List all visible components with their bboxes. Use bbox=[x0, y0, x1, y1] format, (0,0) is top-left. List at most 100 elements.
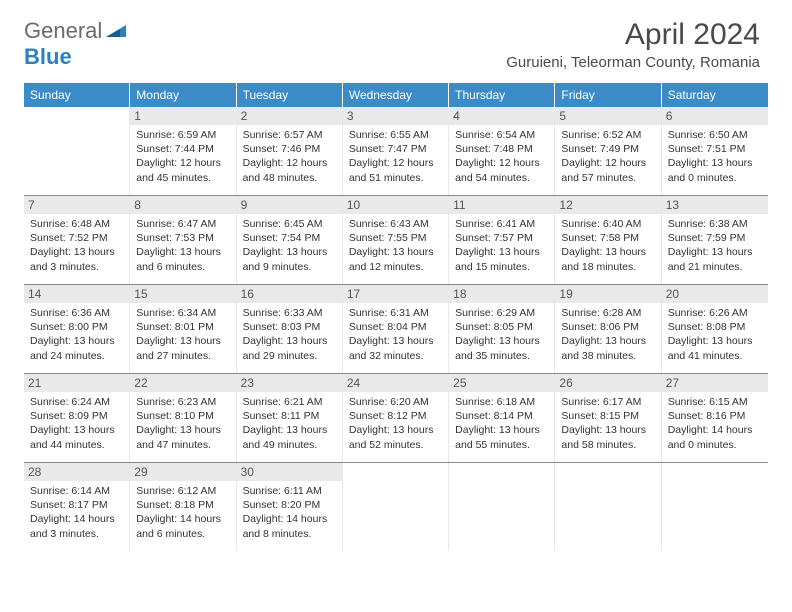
day-cell-8: 8 Sunrise: 6:47 AMSunset: 7:53 PMDaylight… bbox=[130, 196, 236, 284]
day-number: 15 bbox=[130, 285, 235, 303]
day-number: 30 bbox=[237, 463, 342, 481]
calendar: SundayMondayTuesdayWednesdayThursdayFrid… bbox=[24, 83, 768, 551]
location-text: Guruieni, Teleorman County, Romania bbox=[506, 54, 760, 71]
day-cell-30: 30Sunrise: 6:11 AMSunset: 8:20 PMDayligh… bbox=[237, 463, 343, 551]
day-cell-19: 19 Sunrise: 6:28 AMSunset: 8:06 PMDayligh… bbox=[555, 285, 661, 373]
weekday-sunday: Sunday bbox=[24, 83, 130, 107]
day-info: Sunrise: 6:50 AMSunset: 7:51 PMDaylight:… bbox=[668, 128, 762, 185]
week-row: 21 Sunrise: 6:24 AMSunset: 8:09 PMDayligh… bbox=[24, 373, 768, 462]
weekday-thursday: Thursday bbox=[449, 83, 555, 107]
day-number: 7 bbox=[24, 196, 129, 214]
day-info: Sunrise: 6:41 AMSunset: 7:57 PMDaylight:… bbox=[455, 217, 548, 274]
day-cell-12: 12 Sunrise: 6:40 AMSunset: 7:58 PMDayligh… bbox=[555, 196, 661, 284]
day-info: Sunrise: 6:23 AMSunset: 8:10 PMDaylight:… bbox=[136, 395, 229, 452]
weekday-tuesday: Tuesday bbox=[237, 83, 343, 107]
day-info: Sunrise: 6:24 AMSunset: 8:09 PMDaylight:… bbox=[30, 395, 123, 452]
day-cell-empty bbox=[449, 463, 555, 551]
day-cell-18: 18 Sunrise: 6:29 AMSunset: 8:05 PMDayligh… bbox=[449, 285, 555, 373]
day-cell-empty bbox=[662, 463, 768, 551]
day-number: 13 bbox=[662, 196, 768, 214]
day-cell-27: 27 Sunrise: 6:15 AMSunset: 8:16 PMDayligh… bbox=[662, 374, 768, 462]
day-info: Sunrise: 6:47 AMSunset: 7:53 PMDaylight:… bbox=[136, 217, 229, 274]
day-cell-1: 1 Sunrise: 6:59 AMSunset: 7:44 PMDaylight… bbox=[130, 107, 236, 195]
day-number: 28 bbox=[24, 463, 129, 481]
day-number: 6 bbox=[662, 107, 768, 125]
day-cell-4: 4 Sunrise: 6:54 AMSunset: 7:48 PMDaylight… bbox=[449, 107, 555, 195]
day-number: 10 bbox=[343, 196, 448, 214]
day-info: Sunrise: 6:28 AMSunset: 8:06 PMDaylight:… bbox=[561, 306, 654, 363]
day-number: 14 bbox=[24, 285, 129, 303]
day-info: Sunrise: 6:17 AMSunset: 8:15 PMDaylight:… bbox=[561, 395, 654, 452]
page-header: General April 2024 Guruieni, Teleorman C… bbox=[0, 0, 792, 77]
day-info: Sunrise: 6:18 AMSunset: 8:14 PMDaylight:… bbox=[455, 395, 548, 452]
day-cell-15: 15 Sunrise: 6:34 AMSunset: 8:01 PMDayligh… bbox=[130, 285, 236, 373]
day-number: 4 bbox=[449, 107, 554, 125]
day-cell-empty bbox=[555, 463, 661, 551]
title-block: April 2024 Guruieni, Teleorman County, R… bbox=[506, 18, 760, 71]
day-number: 17 bbox=[343, 285, 448, 303]
weekday-friday: Friday bbox=[555, 83, 661, 107]
day-info: Sunrise: 6:54 AMSunset: 7:48 PMDaylight:… bbox=[455, 128, 548, 185]
week-row: 14Sunrise: 6:36 AMSunset: 8:00 PMDayligh… bbox=[24, 284, 768, 373]
week-row: 7Sunrise: 6:48 AMSunset: 7:52 PMDaylight… bbox=[24, 195, 768, 284]
day-info: Sunrise: 6:52 AMSunset: 7:49 PMDaylight:… bbox=[561, 128, 654, 185]
day-info: Sunrise: 6:43 AMSunset: 7:55 PMDaylight:… bbox=[349, 217, 442, 274]
day-cell-16: 16Sunrise: 6:33 AMSunset: 8:03 PMDayligh… bbox=[237, 285, 343, 373]
logo-triangle-icon bbox=[106, 21, 126, 42]
day-cell-empty bbox=[343, 463, 449, 551]
day-cell-5: 5 Sunrise: 6:52 AMSunset: 7:49 PMDaylight… bbox=[555, 107, 661, 195]
day-cell-14: 14Sunrise: 6:36 AMSunset: 8:00 PMDayligh… bbox=[24, 285, 130, 373]
day-number: 12 bbox=[555, 196, 660, 214]
day-number: 11 bbox=[449, 196, 554, 214]
day-cell-29: 29 Sunrise: 6:12 AMSunset: 8:18 PMDayligh… bbox=[130, 463, 236, 551]
day-number: 24 bbox=[343, 374, 448, 392]
day-cell-21: 21 Sunrise: 6:24 AMSunset: 8:09 PMDayligh… bbox=[24, 374, 130, 462]
day-info: Sunrise: 6:45 AMSunset: 7:54 PMDaylight:… bbox=[243, 217, 336, 274]
day-cell-empty bbox=[24, 107, 130, 195]
day-cell-3: 3 Sunrise: 6:55 AMSunset: 7:47 PMDaylight… bbox=[343, 107, 449, 195]
day-info: Sunrise: 6:26 AMSunset: 8:08 PMDaylight:… bbox=[668, 306, 762, 363]
day-info: Sunrise: 6:55 AMSunset: 7:47 PMDaylight:… bbox=[349, 128, 442, 185]
day-info: Sunrise: 6:59 AMSunset: 7:44 PMDaylight:… bbox=[136, 128, 229, 185]
day-number: 5 bbox=[555, 107, 660, 125]
week-row: 1 Sunrise: 6:59 AMSunset: 7:44 PMDaylight… bbox=[24, 107, 768, 195]
day-number: 2 bbox=[237, 107, 342, 125]
day-info: Sunrise: 6:21 AMSunset: 8:11 PMDaylight:… bbox=[243, 395, 336, 452]
day-info: Sunrise: 6:20 AMSunset: 8:12 PMDaylight:… bbox=[349, 395, 442, 452]
week-row: 28 Sunrise: 6:14 AMSunset: 8:17 PMDayligh… bbox=[24, 462, 768, 551]
logo: General bbox=[24, 18, 128, 44]
day-info: Sunrise: 6:29 AMSunset: 8:05 PMDaylight:… bbox=[455, 306, 548, 363]
day-number: 18 bbox=[449, 285, 554, 303]
day-cell-2: 2Sunrise: 6:57 AMSunset: 7:46 PMDaylight… bbox=[237, 107, 343, 195]
day-number: 1 bbox=[130, 107, 235, 125]
day-info: Sunrise: 6:34 AMSunset: 8:01 PMDaylight:… bbox=[136, 306, 229, 363]
day-info: Sunrise: 6:15 AMSunset: 8:16 PMDaylight:… bbox=[668, 395, 762, 452]
day-number: 27 bbox=[662, 374, 768, 392]
day-cell-22: 22Sunrise: 6:23 AMSunset: 8:10 PMDayligh… bbox=[130, 374, 236, 462]
day-number: 16 bbox=[237, 285, 342, 303]
month-title: April 2024 bbox=[506, 18, 760, 52]
day-cell-7: 7Sunrise: 6:48 AMSunset: 7:52 PMDaylight… bbox=[24, 196, 130, 284]
day-cell-6: 6 Sunrise: 6:50 AMSunset: 7:51 PMDaylight… bbox=[662, 107, 768, 195]
day-number: 23 bbox=[237, 374, 342, 392]
day-cell-24: 24 Sunrise: 6:20 AMSunset: 8:12 PMDayligh… bbox=[343, 374, 449, 462]
day-number: 8 bbox=[130, 196, 235, 214]
day-cell-23: 23 Sunrise: 6:21 AMSunset: 8:11 PMDayligh… bbox=[237, 374, 343, 462]
day-info: Sunrise: 6:40 AMSunset: 7:58 PMDaylight:… bbox=[561, 217, 654, 274]
day-info: Sunrise: 6:12 AMSunset: 8:18 PMDaylight:… bbox=[136, 484, 229, 541]
day-info: Sunrise: 6:38 AMSunset: 7:59 PMDaylight:… bbox=[668, 217, 762, 274]
day-cell-25: 25Sunrise: 6:18 AMSunset: 8:14 PMDayligh… bbox=[449, 374, 555, 462]
day-number: 3 bbox=[343, 107, 448, 125]
logo-blue-row: Blue bbox=[24, 44, 72, 70]
weekday-header-row: SundayMondayTuesdayWednesdayThursdayFrid… bbox=[24, 83, 768, 107]
weekday-monday: Monday bbox=[130, 83, 236, 107]
day-number: 29 bbox=[130, 463, 235, 481]
day-cell-9: 9Sunrise: 6:45 AMSunset: 7:54 PMDaylight… bbox=[237, 196, 343, 284]
day-info: Sunrise: 6:14 AMSunset: 8:17 PMDaylight:… bbox=[30, 484, 123, 541]
day-number: 19 bbox=[555, 285, 660, 303]
day-number: 20 bbox=[662, 285, 768, 303]
logo-part1: General bbox=[24, 18, 102, 44]
day-number: 21 bbox=[24, 374, 129, 392]
day-cell-11: 11 Sunrise: 6:41 AMSunset: 7:57 PMDayligh… bbox=[449, 196, 555, 284]
weeks-container: 1 Sunrise: 6:59 AMSunset: 7:44 PMDaylight… bbox=[24, 107, 768, 551]
